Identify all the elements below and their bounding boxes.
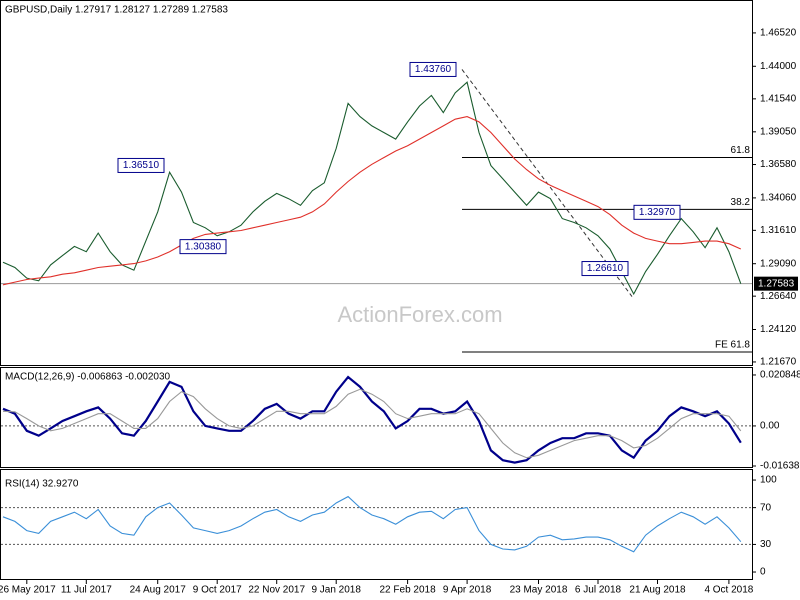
x-tick-label: 11 Jul 2017 (61, 585, 112, 596)
macd-title: MACD(12,26,9) -0.006863 -0.002030 (5, 372, 171, 383)
y-tick-label: 1.34060 (760, 193, 797, 204)
annotation-label: 1.30380 (185, 241, 222, 252)
annotation-label: 1.43760 (415, 64, 452, 75)
rsi-panel (0, 469, 753, 580)
annotation-label: 1.32970 (639, 207, 676, 218)
last-price-box (754, 276, 798, 291)
watermark: ActionForex.com (337, 302, 502, 327)
x-tick-label: 9 Jan 2018 (311, 585, 361, 596)
x-tick-label: 23 May 2018 (510, 585, 568, 596)
y-tick-label: 1.24120 (760, 324, 797, 335)
annotation-box (179, 239, 227, 255)
x-tick-label: 21 Aug 2018 (629, 585, 686, 596)
annotation-box (581, 261, 629, 277)
price-panel (0, 0, 753, 366)
y-tick-label: -0.016389 (760, 461, 800, 472)
annotation-label: 1.36510 (123, 160, 160, 171)
x-tick-label: 9 Oct 2017 (193, 585, 242, 596)
series-line (2, 375, 742, 464)
y-tick-label: 1.29090 (760, 258, 797, 269)
annotation-label: 1.26610 (587, 263, 624, 274)
annotation-box (117, 157, 165, 173)
series-line (2, 388, 742, 459)
x-tick-label: 24 Aug 2017 (130, 585, 187, 596)
fib-label: 38.2 (731, 197, 751, 208)
y-tick-label: 1.31610 (760, 225, 797, 236)
fib-label: FE 61.8 (715, 340, 750, 351)
series-line (2, 116, 742, 286)
price-title: GBPUSD,Daily 1.27917 1.28127 1.27289 1.2… (5, 5, 228, 16)
y-tick-label: 100 (760, 475, 777, 486)
last-price-label: 1.27583 (758, 278, 795, 289)
x-tick-label: 22 Nov 2017 (248, 585, 305, 596)
x-tick-label: 4 Oct 2018 (704, 585, 753, 596)
y-tick-label: 1.44000 (760, 61, 797, 72)
x-tick-label: 6 Jul 2018 (575, 585, 622, 596)
y-tick-label: 1.41540 (760, 93, 797, 104)
y-tick-label: 0.020848 (760, 370, 800, 381)
y-tick-label: 1.36580 (760, 159, 797, 170)
y-tick-label: 30 (760, 539, 772, 550)
y-tick-label: 0.00 (760, 421, 780, 432)
x-tick-label: 9 Apr 2018 (443, 585, 492, 596)
fib-label: 61.8 (731, 145, 751, 156)
series-line (2, 495, 742, 553)
x-tick-label: 26 May 2017 (0, 585, 56, 596)
x-tick-label: 22 Feb 2018 (380, 585, 437, 596)
macd-panel (0, 367, 753, 468)
y-tick-label: 0 (760, 567, 766, 578)
y-tick-label: 1.26640 (760, 291, 797, 302)
annotation-box (633, 204, 681, 220)
y-tick-label: 1.21670 (760, 357, 797, 368)
rsi-title: RSI(14) 32.9270 (5, 479, 79, 490)
annotation-box (409, 61, 457, 77)
y-tick-label: 1.39050 (760, 126, 797, 137)
y-tick-label: 70 (760, 502, 772, 513)
y-tick-label: 1.46520 (760, 28, 797, 39)
